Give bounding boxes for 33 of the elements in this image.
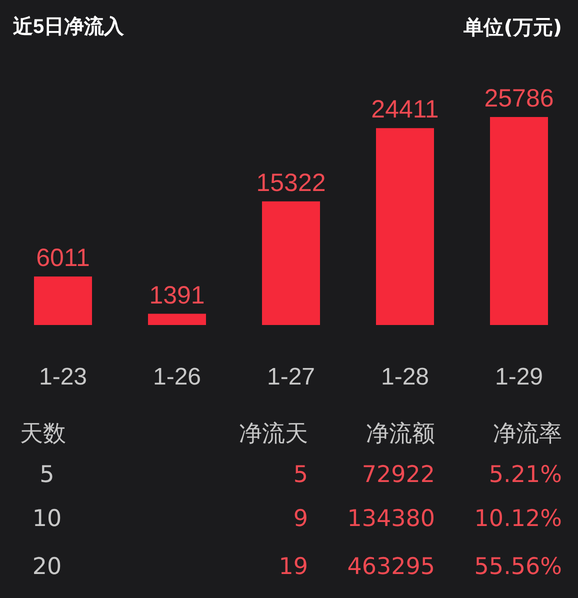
bar [376, 128, 434, 325]
text: 20 [32, 554, 62, 580]
chart-title: 近5日净流入 [12, 15, 126, 38]
text: 5.21% [488, 462, 562, 488]
text: 134380 [347, 506, 435, 532]
x-tick-label: 1-26 [152, 364, 202, 390]
bar [34, 276, 92, 325]
text: 5 [293, 462, 308, 488]
data-label: 6011 [36, 244, 90, 272]
text: 10 [32, 506, 62, 532]
data-label: 24411 [371, 96, 439, 124]
bar [148, 314, 206, 325]
text: 10.12% [474, 506, 562, 532]
text: 55.56% [474, 554, 562, 580]
text: 5 [40, 462, 54, 488]
text: 463295 [347, 554, 435, 580]
text: 净流额 [366, 420, 435, 449]
data-label: 15322 [256, 168, 326, 197]
data-label: 1391 [149, 281, 205, 310]
x-tick-label: 1-27 [266, 364, 316, 390]
text: 净流天 [239, 420, 308, 449]
x-tick-label: 1-23 [38, 364, 88, 390]
text: 19 [278, 554, 308, 580]
bar [262, 201, 320, 325]
text: 净流率 [493, 420, 562, 449]
x-tick-label: 1-28 [380, 364, 430, 390]
bar [490, 117, 548, 325]
text: 9 [293, 506, 308, 532]
x-tick-label: 1-29 [494, 364, 544, 390]
text: 天数 [20, 420, 66, 449]
data-label: 25786 [484, 84, 554, 112]
text: 72922 [362, 462, 435, 488]
text: 单位(万元) [464, 14, 562, 41]
